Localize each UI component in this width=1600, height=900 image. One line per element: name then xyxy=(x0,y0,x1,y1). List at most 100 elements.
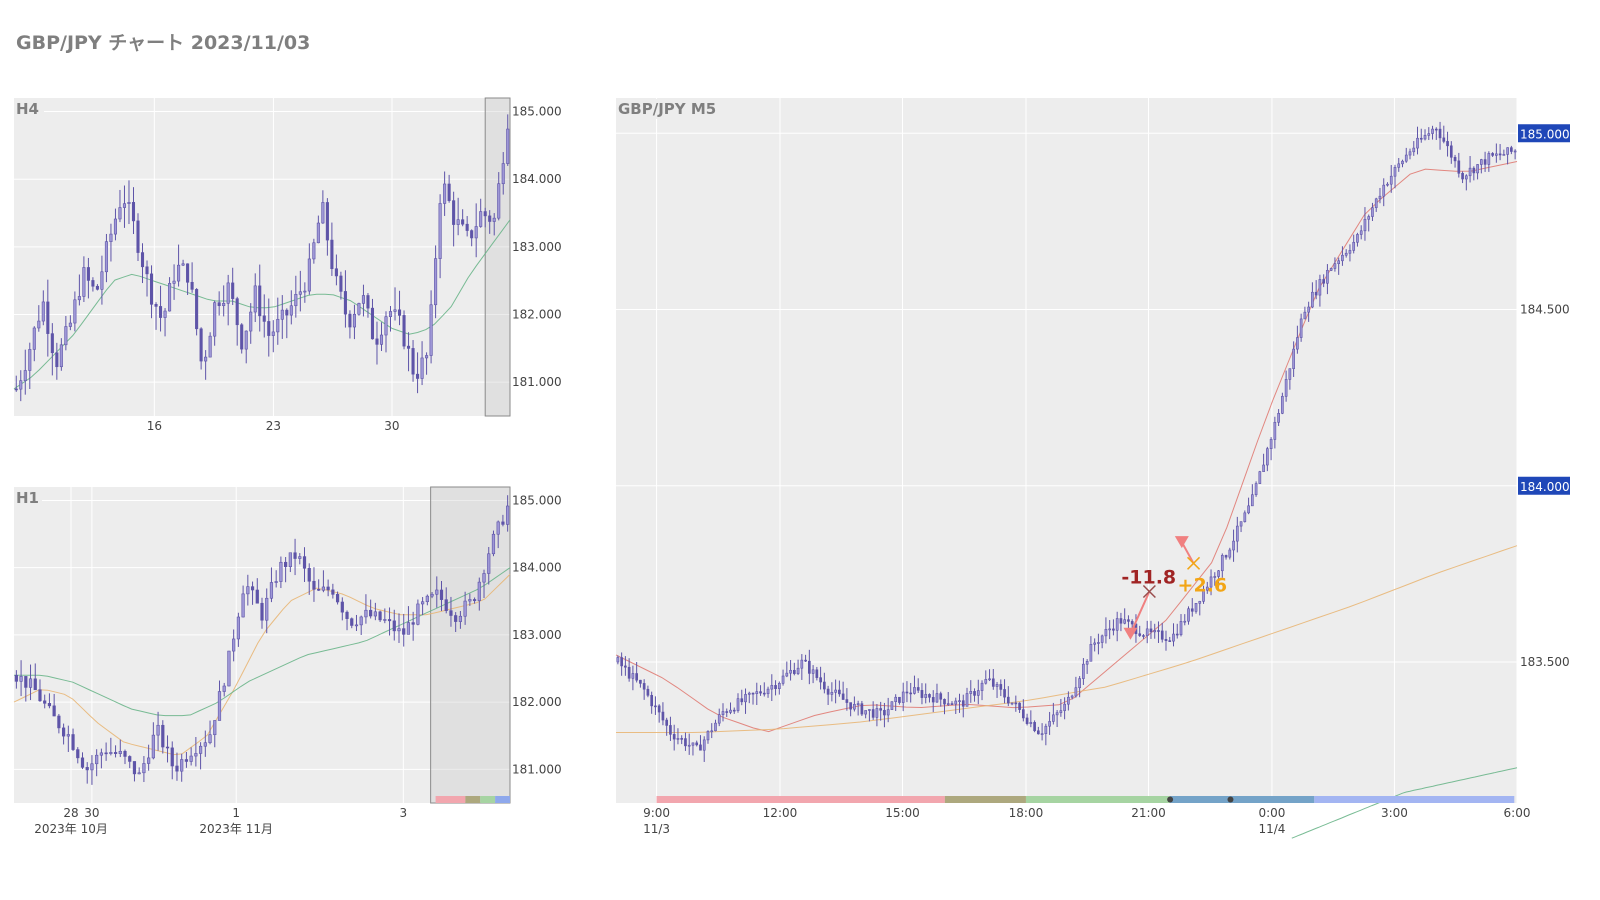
m5-candle-body xyxy=(1311,291,1314,308)
h1-candle-body xyxy=(430,593,434,597)
m5-candle-body xyxy=(1179,621,1183,636)
m5-candle-body xyxy=(1033,722,1036,732)
m5-candles xyxy=(616,121,1517,762)
h1-candle-body xyxy=(411,622,415,625)
h4-candle-body xyxy=(159,306,163,318)
m5-candle-body xyxy=(1142,635,1145,637)
m5-candle-body xyxy=(864,710,867,715)
m5-candle-body xyxy=(1468,167,1472,177)
m5-candle-body xyxy=(1239,521,1243,527)
m5-candle-body xyxy=(958,700,961,702)
m5-candle-body xyxy=(1333,263,1337,269)
m5-gridlines xyxy=(616,98,1518,803)
h4-candle-body xyxy=(479,211,483,227)
m5-candle-body xyxy=(1382,184,1386,197)
h1-candle-body xyxy=(487,553,491,574)
h1-candle-body xyxy=(472,599,477,601)
h4-candle-body xyxy=(113,218,117,235)
h4-candle-body xyxy=(86,267,90,281)
m5-candle-body xyxy=(777,683,781,690)
m5-candle-body xyxy=(826,688,830,695)
m5-session-segment xyxy=(656,796,945,803)
h4-candle-body xyxy=(204,356,208,362)
m5-candle-body xyxy=(1029,722,1033,724)
h1-candle-body xyxy=(123,750,127,757)
m5-candle-body xyxy=(646,688,650,696)
m5-candle-body xyxy=(1502,154,1506,156)
m5-candle-body xyxy=(1299,318,1303,338)
h1-candle-body xyxy=(43,700,47,704)
m5-candle-body xyxy=(1307,306,1310,313)
h1-candle-body xyxy=(90,763,94,771)
m5-candle-body xyxy=(1378,195,1382,200)
h4-candle-body xyxy=(104,241,108,273)
m5-candle-body xyxy=(1145,628,1149,636)
h1-candle-body xyxy=(113,752,118,754)
m5-price-badges: 185.000 184.000 xyxy=(1518,124,1570,495)
m5-x-tick-label: 15:00 xyxy=(885,806,920,820)
m5-candle-body xyxy=(890,701,894,710)
h1-candle-body xyxy=(331,589,335,595)
h4-candle-body xyxy=(343,291,347,315)
m5-candle-body xyxy=(1100,635,1104,643)
m5-candle-body xyxy=(654,705,657,708)
m5-candle-body xyxy=(1262,464,1265,472)
m5-candle-body xyxy=(1326,270,1329,284)
m5-candle-body xyxy=(1175,633,1179,636)
m5-candle-body xyxy=(1487,153,1491,165)
m5-candle-body xyxy=(1337,260,1341,264)
m5-candle-body xyxy=(770,685,774,690)
h1-candle-body xyxy=(19,676,23,682)
m5-candle-body xyxy=(616,657,620,663)
h4-candle-body xyxy=(280,309,284,320)
m5-candle-body xyxy=(1348,250,1352,254)
h1-candle-body xyxy=(458,615,462,622)
h1-y-tick-label: 181.000 xyxy=(512,762,562,776)
m5-x-tick-label: 21:00 xyxy=(1131,806,1166,820)
h1-candle-body xyxy=(298,556,302,559)
h1-x-tick-sublabel: 2023年 11月 xyxy=(199,822,273,836)
m5-candle-body xyxy=(676,738,680,740)
m5-x-tick-label: 9:00 xyxy=(643,806,670,820)
h1-candle-body xyxy=(340,601,344,613)
h1-candle-body xyxy=(66,734,70,737)
h4-candle-body xyxy=(195,289,199,330)
m5-candle-body xyxy=(1412,147,1416,153)
m5-candle-body xyxy=(988,678,991,681)
h4-candle-body xyxy=(379,334,384,345)
m5-candle-body xyxy=(1389,175,1393,185)
h4-candle-body xyxy=(411,348,415,375)
h4-candle-body xyxy=(145,266,149,275)
h1-candle-body xyxy=(265,597,269,621)
h4-y-tick-label: 181.000 xyxy=(512,375,562,389)
h4-candle-body xyxy=(82,267,86,297)
trade-1-pnl-label: -11.8 xyxy=(1121,567,1176,589)
m5-x-tick-label: 18:00 xyxy=(1009,806,1044,820)
h4-title-bg xyxy=(14,99,44,119)
m5-candle-body xyxy=(766,688,770,695)
m5-candle-body xyxy=(823,681,826,690)
h1-selection-box xyxy=(430,486,511,804)
m5-candle-body xyxy=(1292,348,1295,369)
h1-candle-body xyxy=(373,611,377,617)
h4-candle-body xyxy=(461,219,465,225)
m5-candle-body xyxy=(1329,268,1333,271)
m5-candle-body xyxy=(976,690,980,696)
h1-x-tick-sublabel: 2023年 10月 xyxy=(34,822,108,836)
h4-candle-body xyxy=(91,280,95,287)
m5-candle-body xyxy=(1269,439,1273,449)
h4-candle-body xyxy=(73,299,77,324)
m5-candle-body xyxy=(1138,633,1142,636)
h1-candle-body xyxy=(335,594,340,603)
h4-candle-body xyxy=(388,311,393,317)
h1-candle-body xyxy=(444,599,448,611)
h1-y-tick-label: 184.000 xyxy=(512,561,562,575)
h1-candle-body xyxy=(378,611,382,621)
trade-1-line xyxy=(1129,591,1151,635)
m5-candle-body xyxy=(1194,603,1198,612)
m5-candle-body xyxy=(800,659,804,669)
h1-candle-body xyxy=(260,602,264,621)
m5-candle-body xyxy=(691,742,695,746)
h4-candle-body xyxy=(244,330,248,350)
m5-candle-body xyxy=(1258,471,1262,484)
